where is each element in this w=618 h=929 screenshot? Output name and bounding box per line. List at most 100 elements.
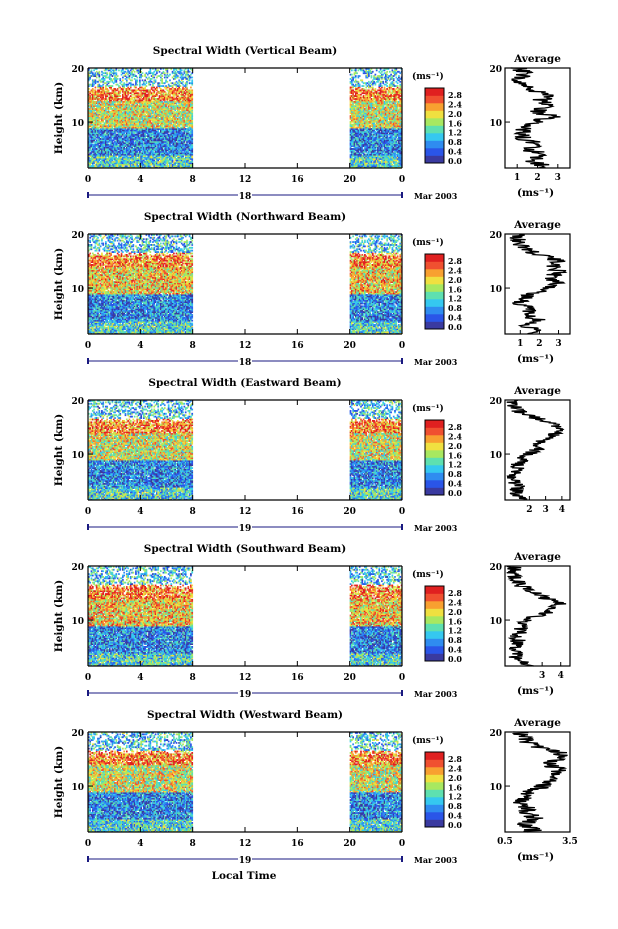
colorbar-tick-label: 2.4 [448, 763, 462, 773]
colorbar-swatch [425, 782, 444, 790]
colorbar-frame [424, 253, 445, 330]
y-tick-label: 10 [71, 285, 84, 295]
colorbar-tick-label: 2.4 [448, 99, 462, 109]
x-tick-label: 4 [137, 507, 143, 517]
date-label: 19 [239, 690, 252, 700]
colorbar-swatch [425, 140, 444, 149]
y-tick-label: 10 [71, 617, 84, 627]
panel-title: Spectral Width (Vertical Beam) [153, 45, 337, 57]
colorbar-swatch [425, 487, 444, 496]
colorbar-swatch [425, 254, 444, 262]
x-tick-label: 0 [85, 673, 91, 683]
average-profile: Average 20 10 2 3 4 [489, 385, 571, 515]
colorbar-tick-label: 1.6 [448, 450, 462, 460]
x-tick-label: 20 [343, 507, 356, 517]
colorbar-tick-label: 2.0 [448, 607, 462, 617]
panel-title: Spectral Width (Northward Beam) [144, 211, 346, 223]
colorbar-tick-label: 0.8 [448, 469, 462, 479]
colorbar-swatch [425, 110, 444, 119]
colorbar-tick-label: 2.8 [448, 422, 462, 432]
colorbar-swatch [425, 608, 444, 617]
average-profile: Average 20 10 0.5 3.5 (ms⁻¹) [489, 717, 577, 863]
colorbar-tick-label: 0.8 [448, 137, 462, 147]
profile-title: Average [513, 385, 561, 397]
profile-title: Average [513, 219, 561, 231]
colorbar-swatch [425, 797, 444, 805]
x-tick-label: 12 [239, 673, 252, 683]
colorbar-swatch [425, 472, 444, 481]
x-tick-label: 0 [399, 673, 405, 683]
y-tick-label: 10 [71, 451, 84, 461]
colorbar-unit: (ms⁻¹) [412, 237, 444, 248]
colorbar-swatch [425, 261, 444, 270]
profile-x-tick-label: 3 [542, 505, 548, 515]
colorbar-frame [424, 585, 445, 662]
y-axis-label: Height (km) [53, 248, 65, 320]
panel-3: Spectral Width (Eastward Beam)0 4 8 12 16 20 0… [53, 377, 571, 534]
y-axis-label: Height (km) [53, 414, 65, 486]
x-tick-label: 4 [137, 839, 143, 849]
x-tick-label: 16 [291, 341, 304, 351]
colorbar-swatch [425, 269, 444, 277]
colorbar-swatch [425, 435, 444, 443]
x-tick-label: 8 [190, 341, 196, 351]
colorbar-swatch [425, 125, 444, 134]
profile-line [506, 399, 565, 501]
panel-5: Spectral Width (Westward Beam) 0 4 8 12 16 20 0… [53, 709, 578, 866]
colorbar-swatch [425, 442, 444, 451]
colorbar-swatch [425, 450, 444, 458]
colorbar-swatch [425, 321, 444, 330]
colorbar-tick-label: 2.8 [448, 754, 462, 764]
y-tick-label: 20 [71, 231, 84, 241]
colorbar-tick-label: 1.2 [448, 294, 462, 304]
colorbar-swatch [425, 759, 444, 768]
date-label: 19 [239, 524, 252, 534]
x-tick-label: 16 [291, 507, 304, 517]
profile-frame [504, 731, 571, 833]
profile-x-tick-label: 3 [555, 339, 561, 349]
colorbar-tick-label: 0.4 [448, 147, 462, 157]
x-tick-label: 20 [343, 341, 356, 351]
profile-x-tick-label: 2 [536, 339, 542, 349]
profile-x-tick-label: 2 [534, 173, 540, 183]
profile-x-tick-label: 3 [555, 173, 561, 183]
heatmap-cells [88, 234, 403, 335]
y-tick-label: 20 [71, 65, 84, 75]
x-tick-label: 0 [399, 341, 405, 351]
colorbar-swatch [425, 276, 444, 285]
colorbar-frame [424, 419, 445, 496]
panel-2: Spectral Width (Northward Beam)0 4 8 12 16 20… [53, 211, 571, 368]
colorbar-tick-label: 2.0 [448, 441, 462, 451]
colorbar-swatch [425, 752, 444, 760]
profile-y-tick-label: 10 [489, 285, 502, 295]
colorbar-tick-label: 0.4 [448, 313, 462, 323]
y-tick-label: 20 [71, 397, 84, 407]
colorbar-tick-label: 0.0 [448, 488, 462, 498]
x-tick-label: 20 [343, 839, 356, 849]
profile-x-axis-label: (ms⁻¹) [517, 187, 554, 199]
x-tick-label: 8 [190, 175, 196, 185]
profile-line [511, 731, 568, 833]
profile-title: Average [513, 53, 561, 65]
colorbar-tick-label: 0.8 [448, 801, 462, 811]
colorbar-tick-label: 0.0 [448, 654, 462, 664]
y-axis-label: Height (km) [53, 580, 65, 652]
panel-title: Spectral Width (Southward Beam) [144, 543, 346, 555]
profile-frame [504, 565, 571, 667]
x-tick-label: 20 [343, 673, 356, 683]
profile-x-tick-label: 2 [526, 505, 532, 515]
colorbar-swatch [425, 155, 444, 164]
colorbar-tick-label: 2.0 [448, 275, 462, 285]
colorbar-tick-label: 2.8 [448, 588, 462, 598]
date-suffix: Mar 2003 [414, 855, 458, 865]
colorbar-tick-label: 2.4 [448, 431, 462, 441]
colorbar-tick-label: 2.8 [448, 90, 462, 100]
colorbar-swatch [425, 103, 444, 111]
colorbar-swatch [425, 427, 444, 436]
x-tick-label: 0 [85, 507, 91, 517]
colorbar-swatch [425, 299, 444, 307]
date-suffix: Mar 2003 [414, 689, 458, 699]
colorbar-swatch [425, 133, 444, 141]
colorbar-tick-label: 0.8 [448, 635, 462, 645]
colorbar-tick-label: 1.6 [448, 782, 462, 792]
